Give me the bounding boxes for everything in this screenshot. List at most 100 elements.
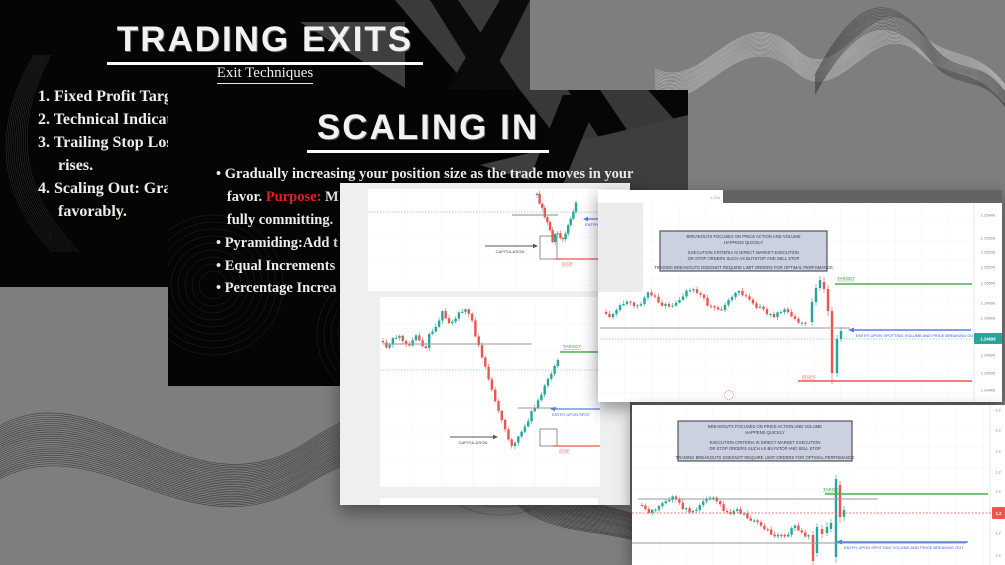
price-tick: 1.2 xyxy=(995,408,1001,413)
candle-body xyxy=(797,525,800,531)
chart3-panel xyxy=(380,498,598,505)
slide1-title-text: TRADING EXITS xyxy=(106,20,424,65)
candle-body xyxy=(507,429,510,440)
wave-line xyxy=(655,30,1005,96)
note-line: HAPPENS QUICKLY xyxy=(745,430,784,435)
candle-body xyxy=(556,233,559,235)
candle-body xyxy=(431,331,434,334)
bullet-text: fully committing. xyxy=(226,212,334,228)
candle-body xyxy=(742,513,746,515)
chart-window-breakout-2[interactable]: BREAKOUTS FOCUSES ON PRICE ACTION AND VO… xyxy=(632,405,1005,565)
wave-line xyxy=(655,17,1005,86)
wave-line xyxy=(655,41,1005,104)
candle-body xyxy=(723,304,727,311)
candle-body xyxy=(520,431,523,437)
candle-body xyxy=(428,333,431,349)
candle-body xyxy=(763,525,766,530)
wave-line xyxy=(655,24,1005,91)
chart1-stop-label: STOP xyxy=(562,261,573,266)
candle-body xyxy=(487,366,490,380)
candle-body xyxy=(664,303,667,306)
candle-body xyxy=(691,510,695,513)
candle-body xyxy=(834,479,838,557)
candle-body xyxy=(790,528,793,535)
wave-line xyxy=(655,34,1005,99)
candle-body xyxy=(706,297,709,306)
note-line: TRADING BREAKOUTS DOESNOT REQUIRE LIMIT … xyxy=(654,265,833,270)
candle-body xyxy=(755,303,758,308)
candle-body xyxy=(787,534,790,537)
price-tick: 1.2 xyxy=(995,553,1001,558)
candle-body xyxy=(730,296,734,300)
candle-body xyxy=(660,302,664,306)
price-badge-text: 1.2 xyxy=(996,511,1002,516)
note-line: EXECUTION CRITERIA IS DIRECT MARKET EXEC… xyxy=(710,440,821,445)
candle-body xyxy=(657,296,660,303)
price-tick: 1.25100 xyxy=(981,265,996,270)
candle-body xyxy=(569,218,572,226)
price-tick: 1.24600 xyxy=(981,353,996,358)
price-tick: 1.24400 xyxy=(981,388,996,393)
chart-gridlines xyxy=(598,203,974,402)
note-line: BREAKOUTS FOCUSES ON PRICE ACTION AND VO… xyxy=(686,234,800,239)
candle-body xyxy=(822,282,826,289)
target-label: TARGET xyxy=(837,276,855,281)
candle-body xyxy=(734,292,737,297)
arrow-head xyxy=(493,434,498,440)
wave-line xyxy=(655,26,1005,93)
candle-body xyxy=(408,344,411,346)
note-line: EXECUTION CRITERIA IS DIRECT MARKET EXEC… xyxy=(688,250,799,255)
bullet-line: • Gradually increasing your position siz… xyxy=(216,166,634,182)
candle-body xyxy=(411,340,414,346)
candle-body xyxy=(564,233,567,240)
candle-body xyxy=(639,303,643,306)
candle-body xyxy=(678,299,681,303)
chart-window-breakout[interactable]: 1.234 BREAKOUTS FOCUSES ON PRICE ACTION … xyxy=(598,190,1002,402)
candle-body xyxy=(671,496,674,501)
candle-body xyxy=(776,312,779,318)
candle-body xyxy=(797,318,800,323)
candle-body xyxy=(414,335,418,341)
candle-body xyxy=(692,289,695,291)
wave-line xyxy=(655,18,1005,87)
candle-body xyxy=(644,505,647,510)
wave-line xyxy=(814,11,1005,96)
candle-body xyxy=(510,439,513,446)
candle-body xyxy=(783,309,786,312)
wave-line xyxy=(13,54,63,253)
candle-body xyxy=(434,326,437,332)
bullet-text: Percentage Increa xyxy=(224,280,337,296)
candle-body xyxy=(661,503,664,506)
candle-body xyxy=(810,302,814,322)
list-line: 3. Trailing Stop Los xyxy=(38,134,173,151)
dark-toolbar-strip xyxy=(723,190,1002,203)
chart-gridlines xyxy=(368,189,628,487)
candle-body xyxy=(664,501,667,504)
chart-window-capitulation[interactable]: CAPITULATION STOP ENTRY UPON SPO TARGET … xyxy=(340,183,630,505)
candle-body xyxy=(678,499,681,503)
candle-body xyxy=(632,302,636,307)
price-tick: 1.24500 xyxy=(981,371,996,376)
candle-body xyxy=(437,320,441,327)
candle-body xyxy=(826,289,830,311)
candle-body xyxy=(783,534,786,537)
wave-line xyxy=(655,32,1005,97)
candle-body xyxy=(480,345,484,358)
candle-body xyxy=(625,301,629,305)
candle-body xyxy=(651,509,654,513)
candle-body xyxy=(804,532,807,537)
chart1-capitulation-box xyxy=(539,235,558,260)
chart1-panel xyxy=(368,189,628,291)
candle-body xyxy=(554,233,557,243)
candle-body xyxy=(457,312,461,319)
candle-body xyxy=(780,534,783,536)
candle-body xyxy=(708,497,712,499)
list-line: favorably. xyxy=(58,203,127,220)
candle-body xyxy=(500,410,503,420)
wave-line xyxy=(15,54,65,253)
candle-body xyxy=(444,311,447,319)
candle-body xyxy=(681,502,684,510)
wave-line xyxy=(814,23,1005,104)
candle-body xyxy=(451,321,454,324)
candle-body xyxy=(535,193,539,195)
